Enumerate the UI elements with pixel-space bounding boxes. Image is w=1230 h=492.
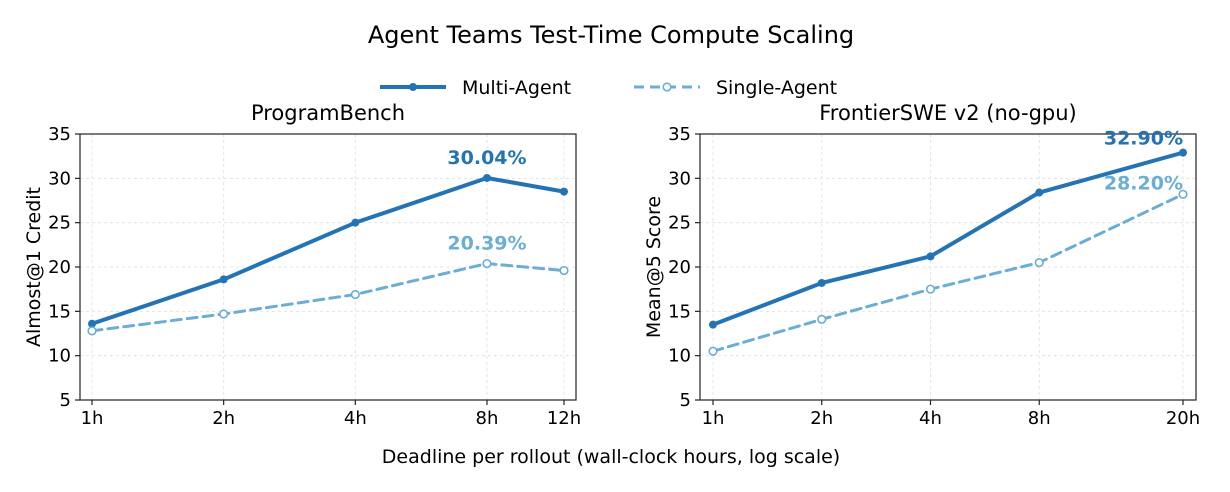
data-point-multi-agent: [482, 173, 491, 182]
data-label-single-agent: 28.20%: [1104, 172, 1183, 194]
data-point-single-agent: [87, 326, 97, 336]
data-point-multi-agent: [560, 187, 568, 196]
legend-entry-single-agent: Single-Agent: [634, 77, 837, 99]
data-point-multi-agent: [817, 278, 826, 287]
x-tick-label: 2h: [810, 408, 833, 429]
y-axis-label: Mean@5 Score: [643, 196, 665, 338]
y-tick-label: 25: [48, 213, 71, 234]
data-point-single-agent: [350, 289, 360, 300]
data-point-single-agent: [482, 258, 492, 269]
data-label-multi-agent: 30.04%: [447, 147, 526, 169]
data-point-single-agent: [219, 309, 229, 319]
x-tick-label: 8h: [476, 408, 499, 429]
data-point-multi-agent: [219, 275, 228, 284]
legend: Multi-Agent Single-Agent: [380, 77, 837, 99]
y-tick-label: 20: [48, 257, 71, 278]
x-tick-label: 4h: [344, 408, 367, 429]
y-tick-label: 5: [60, 390, 71, 411]
legend-label-single-agent: Single-Agent: [716, 77, 837, 99]
data-label-multi-agent: 32.90%: [1104, 128, 1183, 150]
subplot-title: ProgramBench: [251, 101, 405, 125]
data-point-single-agent: [925, 284, 936, 294]
x-tick-label: 4h: [919, 408, 942, 429]
data-point-single-agent: [1034, 257, 1044, 268]
series-line-single-agent: [711, 192, 1185, 353]
data-point-multi-agent: [1179, 148, 1187, 157]
x-tick-label: 1h: [702, 408, 725, 429]
data-point-multi-agent: [709, 320, 717, 329]
x-tick-label: 2h: [212, 408, 235, 429]
data-point-single-agent: [559, 265, 569, 276]
y-tick-label: 20: [668, 257, 691, 278]
y-tick-label: 30: [48, 168, 71, 189]
subplot-programbench: 5 10 15 20 25 30 35 1h 2h 4h 8h 12h ProgramBench Almo…: [23, 101, 581, 429]
legend-marker-multi-agent: [409, 83, 417, 91]
x-tick-label: 20h: [1166, 408, 1200, 429]
y-tick-label: 15: [668, 301, 691, 322]
legend-label-multi-agent: Multi-Agent: [462, 77, 571, 99]
data-point-multi-agent: [88, 319, 96, 328]
subplot-frontierswe: 5 10 15 20 25 30 35 1h 2h 4h 8h 20h FrontierSWE v2 (…: [643, 101, 1200, 429]
y-axis-label: Almost@1 Credit: [23, 187, 45, 347]
y-tick-label: 25: [668, 213, 691, 234]
y-tick-label: 15: [48, 301, 71, 322]
data-point-multi-agent: [1035, 188, 1044, 197]
y-tick-label: 35: [48, 124, 71, 145]
data-point-multi-agent: [926, 252, 935, 261]
subplot-title: FrontierSWE v2 (no-gpu): [819, 101, 1077, 125]
shared-x-axis-label: Deadline per rollout (wall-clock hours, …: [382, 446, 840, 468]
data-point-single-agent: [708, 346, 718, 356]
x-tick-label: 1h: [81, 408, 104, 429]
data-point-multi-agent: [351, 218, 360, 227]
y-tick-label: 10: [668, 346, 691, 367]
y-tick-label: 5: [680, 390, 691, 411]
y-tick-label: 10: [48, 346, 71, 367]
legend-entry-multi-agent: Multi-Agent: [380, 77, 571, 99]
data-point-single-agent: [817, 314, 827, 324]
x-tick-label: 12h: [547, 408, 581, 429]
data-label-single-agent: 20.39%: [447, 233, 526, 255]
figure-title: Agent Teams Test-Time Compute Scaling: [368, 21, 854, 49]
y-tick-label: 35: [668, 124, 691, 145]
x-tick-label: 8h: [1028, 408, 1051, 429]
legend-marker-single-agent: [662, 82, 672, 92]
data-point-single-agent: [1178, 189, 1188, 199]
series-line-single-agent: [90, 262, 566, 333]
y-tick-label: 30: [668, 168, 691, 189]
